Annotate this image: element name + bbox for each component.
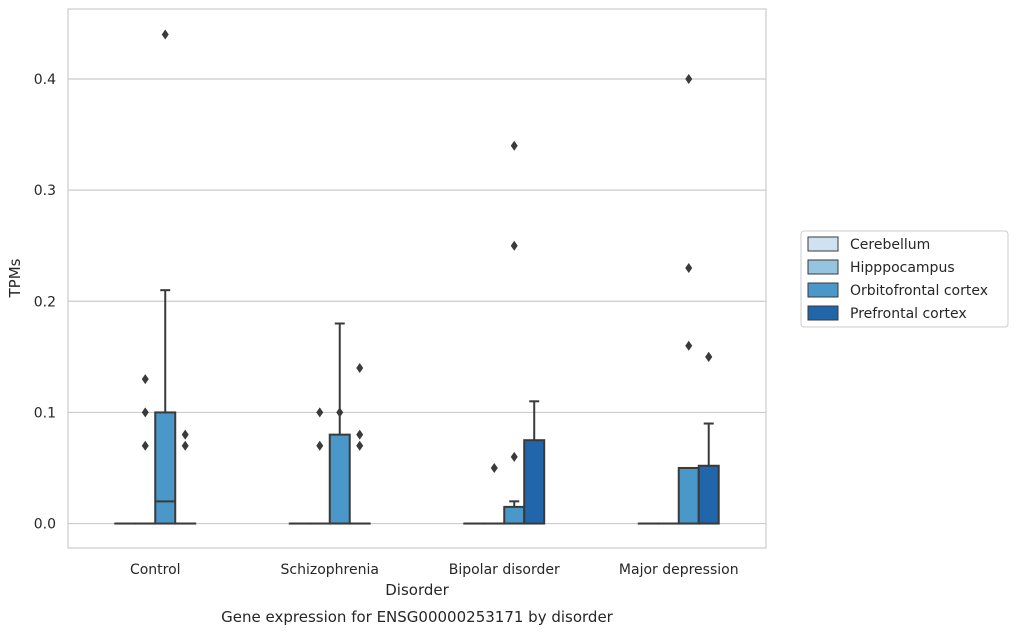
box-group <box>348 362 371 525</box>
outlier-marker <box>685 340 693 351</box>
outlier-marker <box>705 351 713 362</box>
box <box>503 505 526 525</box>
box-group <box>328 322 351 525</box>
legend-swatch <box>807 259 839 275</box>
box <box>697 464 720 525</box>
outlier-marker <box>141 440 149 451</box>
outlier-marker <box>181 429 189 440</box>
y-tick-label: 0.3 <box>34 183 56 199</box>
legend-label: Orbitofrontal cortex <box>850 283 988 299</box>
outlier-marker <box>510 140 518 151</box>
y-tick-label: 0.1 <box>34 405 56 421</box>
y-tick-labels: 0.0 0.1 0.2 0.3 0.4 <box>34 72 56 533</box>
outlier-marker <box>316 407 324 418</box>
legend: Cerebellum Hipppocampus Orbitofrontal cort… <box>800 230 1009 328</box>
outlier-marker <box>181 440 189 451</box>
outlier-marker <box>356 362 364 373</box>
y-axis-label: TPMs <box>6 258 24 298</box>
box-group <box>523 400 546 525</box>
box-group <box>677 74 700 525</box>
x-tick-label: Bipolar disorder <box>449 562 560 578</box>
outlier-marker <box>141 374 149 385</box>
x-tick-label: Major depression <box>619 562 739 578</box>
legend-swatch <box>807 236 839 252</box>
box-group <box>483 462 506 525</box>
outlier-marker <box>510 451 518 462</box>
box-group <box>134 374 157 525</box>
legend-frame <box>800 230 1009 328</box>
box-group <box>503 140 526 525</box>
outlier-marker <box>510 240 518 251</box>
legend-label: Hipppocampus <box>850 260 955 276</box>
box-layer <box>114 29 720 525</box>
box <box>154 411 177 525</box>
outlier-marker <box>141 407 149 418</box>
box-group <box>174 429 197 525</box>
box <box>523 439 546 525</box>
outlier-marker <box>161 29 169 40</box>
x-tick-labels: Control Schizophrenia Bipolar disorder Majo… <box>130 562 739 578</box>
outlier-marker <box>356 440 364 451</box>
y-tick-label: 0.0 <box>34 517 56 533</box>
box-group <box>154 29 177 525</box>
y-tick-label: 0.2 <box>34 294 56 310</box>
outlier-marker <box>356 429 364 440</box>
box-group <box>697 351 720 525</box>
box-group <box>308 407 331 525</box>
legend-swatch <box>807 282 839 298</box>
x-axis-label: Disorder <box>385 581 449 599</box>
outlier-marker <box>685 74 693 85</box>
legend-label: Prefrontal cortex <box>850 306 967 322</box>
y-tick-label: 0.4 <box>34 72 56 88</box>
box <box>677 466 700 525</box>
legend-label: Cerebellum <box>850 237 930 253</box>
legend-swatch <box>807 305 839 321</box>
plot-frame <box>67 8 767 549</box>
x-tick-label: Control <box>130 562 181 578</box>
outlier-marker <box>316 440 324 451</box>
outlier-marker <box>490 462 498 473</box>
box <box>328 433 351 525</box>
chart-caption: Gene expression for ENSG00000253171 by d… <box>221 608 614 626</box>
outlier-marker <box>685 262 693 273</box>
x-tick-label: Schizophrenia <box>281 562 379 578</box>
outlier-marker <box>336 407 344 418</box>
